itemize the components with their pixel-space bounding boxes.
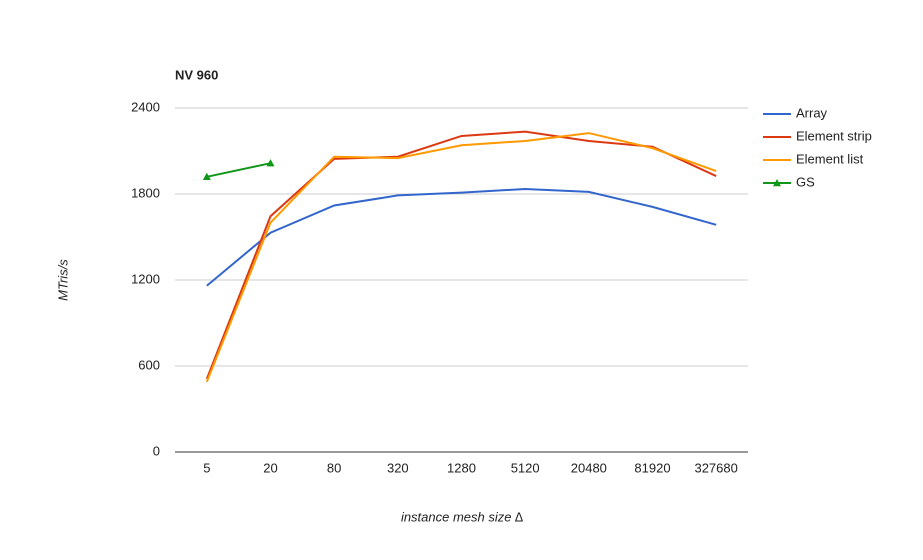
legend-label: Array bbox=[796, 105, 828, 120]
legend-label: GS bbox=[796, 174, 815, 189]
x-tick-label: 81920 bbox=[634, 460, 670, 475]
y-tick-label: 600 bbox=[138, 357, 160, 372]
x-tick-label: 20 bbox=[263, 460, 277, 475]
x-tick-label: 5120 bbox=[511, 460, 540, 475]
x-tick-label: 20480 bbox=[571, 460, 607, 475]
series-line bbox=[205, 132, 717, 383]
series-line bbox=[205, 130, 717, 380]
y-tick-label: 0 bbox=[153, 443, 160, 458]
y-tick-label: 1800 bbox=[131, 185, 160, 200]
x-axis-label: instance mesh size ∆ bbox=[401, 509, 523, 524]
x-tick-label: 80 bbox=[327, 460, 341, 475]
chart-title: NV 960 bbox=[175, 67, 218, 82]
series-line bbox=[206, 162, 271, 178]
point-marker bbox=[266, 159, 275, 167]
point-marker bbox=[202, 172, 211, 180]
x-tick-label: 327680 bbox=[694, 460, 737, 475]
legend-marker bbox=[773, 179, 781, 187]
y-tick-label: 2400 bbox=[131, 99, 160, 114]
x-tick-label: 5 bbox=[203, 460, 210, 475]
legend-label: Element strip bbox=[796, 128, 872, 143]
y-axis-label: MTris/s bbox=[55, 259, 70, 301]
y-tick-label: 1200 bbox=[131, 271, 160, 286]
legend-label: Element list bbox=[796, 151, 864, 166]
x-tick-label: 320 bbox=[387, 460, 409, 475]
series-line bbox=[206, 187, 717, 287]
x-tick-label: 1280 bbox=[447, 460, 476, 475]
